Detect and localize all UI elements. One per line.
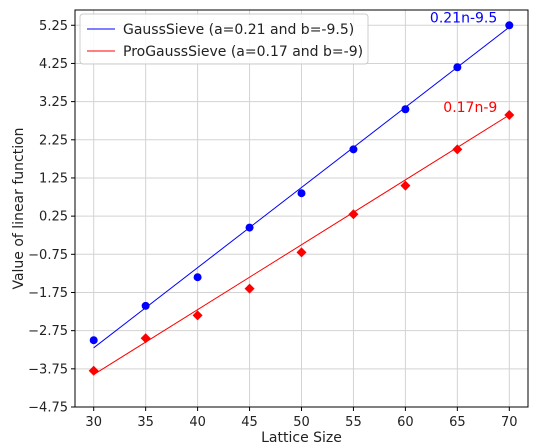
data-point-series-0 (505, 21, 514, 30)
legend: GaussSieve (a=0.21 and b=-9.5) ProGaussS… (79, 13, 369, 65)
x-tick-label: 55 (345, 415, 362, 430)
data-point-series-1 (348, 209, 359, 220)
legend-label-progausssieve: ProGaussSieve (a=0.17 and b=-9) (123, 44, 363, 60)
y-tick-label: −3.75 (28, 362, 68, 377)
y-tick-label: −1.75 (28, 286, 68, 301)
legend-label-gausssieve: GaussSieve (a=0.21 and b=-9.5) (123, 22, 354, 38)
y-axis-ticks: −4.75 −3.75 −2.75 −1.75 −0.75 0.25 1.25 2.25 3.2… (28, 19, 75, 416)
annotation-progausssieve-fit: 0.17n-9 (443, 100, 497, 116)
data-point-series-0 (401, 105, 410, 114)
x-tick-label: 30 (85, 415, 102, 430)
data-point-series-0 (89, 336, 98, 345)
legend-box (79, 13, 369, 65)
y-tick-label: −2.75 (28, 324, 68, 339)
x-axis-ticks: 30 35 40 45 50 55 60 65 70 (85, 407, 518, 430)
data-point-series-1 (88, 365, 99, 376)
x-tick-label: 60 (397, 415, 414, 430)
x-tick-label: 65 (449, 415, 466, 430)
data-point-series-1 (452, 144, 463, 155)
data-point-series-1 (140, 333, 151, 344)
data-point-series-1 (504, 109, 515, 120)
y-axis-label: Value of linear function (11, 127, 27, 289)
y-tick-label: 2.25 (39, 133, 68, 148)
fit-lines (93, 26, 510, 375)
x-tick-label: 45 (241, 415, 258, 430)
data-point-series-0 (453, 63, 462, 72)
y-tick-label: 0.25 (39, 210, 68, 225)
y-tick-label: −4.75 (28, 401, 68, 416)
annotation-gausssieve-fit: 0.21n-9.5 (430, 10, 497, 26)
x-tick-label: 40 (189, 415, 206, 430)
fit-line-series-1 (93, 114, 510, 375)
y-tick-label: 4.25 (39, 57, 68, 72)
data-point-series-1 (400, 180, 411, 191)
y-tick-label: 3.25 (39, 95, 68, 110)
data-point-series-1 (296, 247, 307, 258)
fit-line-series-0 (93, 26, 510, 349)
data-point-series-0 (141, 301, 150, 310)
y-tick-label: 5.25 (39, 19, 68, 34)
data-point-series-1 (192, 310, 203, 321)
y-tick-label: −0.75 (28, 248, 68, 263)
x-tick-label: 50 (293, 415, 310, 430)
x-tick-label: 70 (501, 415, 518, 430)
data-point-series-0 (349, 145, 358, 154)
x-axis-label: Lattice Size (261, 430, 342, 444)
data-point-series-1 (244, 283, 255, 294)
data-point-series-0 (193, 273, 202, 282)
y-tick-label: 1.25 (39, 171, 68, 186)
x-tick-label: 35 (137, 415, 154, 430)
data-markers (88, 21, 515, 376)
data-point-series-0 (297, 189, 306, 198)
data-point-series-0 (245, 223, 254, 232)
